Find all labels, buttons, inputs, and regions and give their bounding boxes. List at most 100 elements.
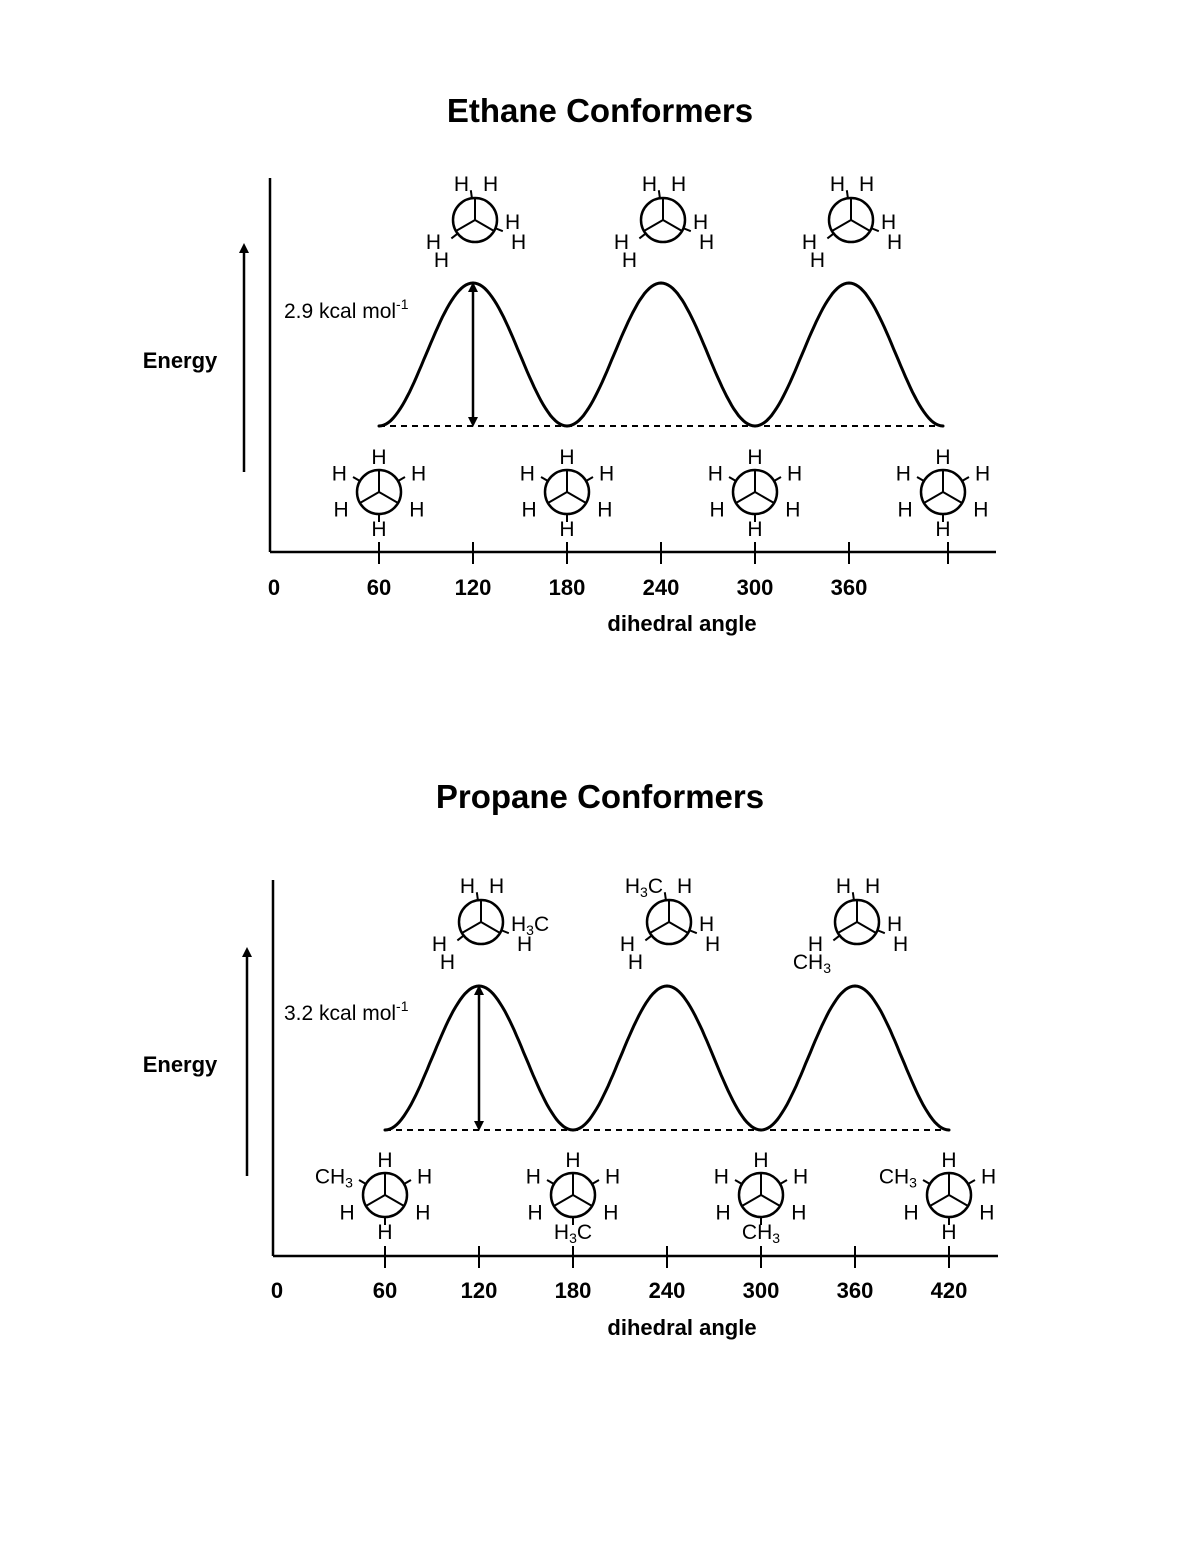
- back-substituent-label: H: [793, 1165, 808, 1188]
- back-substituent-label: H: [708, 462, 723, 485]
- back-bond: [851, 892, 855, 901]
- energy-data-point: [471, 281, 475, 285]
- back-bond: [540, 476, 549, 482]
- propane-chart-title: Propane Conformers: [435, 778, 765, 815]
- x-tick-label: 240: [649, 1278, 686, 1303]
- barrier-label: 2.9 kcal mol-1: [284, 296, 409, 323]
- x-tick-label: 300: [737, 575, 774, 600]
- front-bond: [942, 491, 963, 504]
- front-substituent-label: H: [432, 933, 447, 956]
- front-substituent-label: H: [377, 1149, 392, 1172]
- back-bond: [358, 1179, 367, 1185]
- back-substituent-label: H: [830, 173, 845, 196]
- front-bond: [572, 1194, 593, 1207]
- back-substituent-label: H: [787, 462, 802, 485]
- front-substituent-label: H: [859, 173, 874, 196]
- back-bond: [734, 1179, 743, 1185]
- back-bond: [495, 227, 504, 233]
- front-substituent-label: H: [785, 498, 800, 521]
- y-axis-label: Energy: [143, 348, 218, 373]
- back-substituent-label: H: [628, 951, 643, 974]
- back-substituent-label: H: [605, 1165, 620, 1188]
- front-bond: [378, 491, 399, 504]
- back-substituent-label: H: [941, 1221, 956, 1244]
- back-bond: [657, 190, 661, 199]
- x-tick-label: 60: [367, 575, 391, 600]
- front-substituent-label: H: [565, 1149, 580, 1172]
- back-bond: [456, 934, 465, 942]
- front-bond: [856, 921, 877, 934]
- front-substituent-label: H: [705, 933, 720, 956]
- y-axis-label: Energy: [143, 1052, 218, 1077]
- back-bond: [728, 476, 737, 482]
- back-bond: [644, 934, 653, 942]
- front-substituent-label: H: [597, 498, 612, 521]
- x-tick-label: 0: [268, 575, 280, 600]
- back-substituent-label: H: [520, 462, 535, 485]
- front-bond: [365, 1194, 386, 1207]
- x-tick-label: 420: [931, 1278, 968, 1303]
- back-substituent-label: H: [935, 518, 950, 541]
- ethane-energy-diagram: 0 60 120 180 240 300 360 dihedral angle Energy 2.…: [143, 173, 996, 636]
- x-axis-label: dihedral angle: [607, 611, 756, 636]
- back-substituent-label: CH3: [742, 1221, 780, 1247]
- front-substituent-label: H: [415, 1201, 430, 1224]
- energy-data-point: [941, 424, 945, 428]
- front-bond: [831, 219, 852, 232]
- back-bond: [663, 892, 667, 901]
- front-bond: [384, 1194, 405, 1207]
- front-bond: [455, 219, 476, 232]
- back-bond: [773, 476, 782, 482]
- back-substituent-label: H: [377, 1221, 392, 1244]
- energy-data-point: [571, 1128, 575, 1132]
- front-bond: [480, 921, 501, 934]
- front-substituent-label: H: [426, 231, 441, 254]
- back-substituent-label: H: [887, 913, 902, 936]
- back-substituent-label: H: [505, 211, 520, 234]
- front-bond: [566, 491, 587, 504]
- back-bond: [916, 476, 925, 482]
- back-bond: [683, 227, 692, 233]
- newman-staggered-3: HH HHH H: [896, 446, 990, 541]
- energy-data-point: [383, 1128, 387, 1132]
- back-substituent-label: H: [836, 875, 851, 898]
- energy-data-point: [759, 1128, 763, 1132]
- front-substituent-label: H: [677, 875, 692, 898]
- back-bond: [967, 1179, 976, 1185]
- front-substituent-label: H: [522, 498, 537, 521]
- energy-data-point: [477, 984, 481, 988]
- energy-data-point: [565, 424, 569, 428]
- back-substituent-label: H: [714, 1165, 729, 1188]
- energy-data-point: [753, 424, 757, 428]
- front-substituent-label: H: [973, 498, 988, 521]
- back-bond: [403, 1179, 412, 1185]
- front-bond: [461, 921, 482, 934]
- newman-staggered-2: HH HHH H: [708, 446, 802, 541]
- x-axis-label: dihedral angle: [607, 1315, 756, 1340]
- front-substituent-label: H: [340, 1201, 355, 1224]
- front-bond: [649, 921, 670, 934]
- back-substituent-label: CH3: [793, 951, 831, 977]
- energy-data-point: [853, 984, 857, 988]
- back-substituent-label: H: [896, 462, 911, 485]
- x-tick-label: 360: [837, 1278, 874, 1303]
- back-substituent-label: H: [810, 249, 825, 272]
- front-bond: [837, 921, 858, 934]
- front-substituent-label: H: [979, 1201, 994, 1224]
- front-substituent-label: H: [791, 1201, 806, 1224]
- back-substituent-label: H: [417, 1165, 432, 1188]
- back-substituent-label: H3C: [625, 875, 663, 901]
- back-substituent-label: H: [460, 875, 475, 898]
- front-substituent-label: H: [802, 231, 817, 254]
- back-bond: [832, 934, 841, 942]
- back-substituent-label: H: [371, 518, 386, 541]
